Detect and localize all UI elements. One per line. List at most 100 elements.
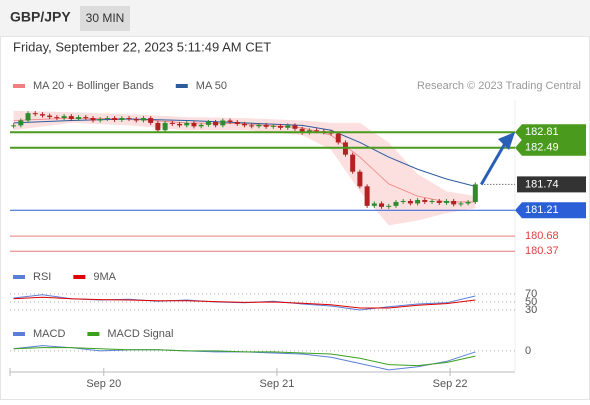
candle <box>61 116 67 119</box>
candle <box>184 122 190 126</box>
price-label: 180.68 <box>525 230 559 242</box>
candle <box>18 120 24 126</box>
candle <box>299 128 305 133</box>
candle <box>241 123 247 126</box>
price-box <box>515 202 586 219</box>
indicator-line <box>13 347 476 367</box>
candle <box>162 122 168 131</box>
legend-swatch <box>13 332 25 336</box>
candle <box>148 118 154 123</box>
candle <box>90 118 96 121</box>
candle <box>371 203 377 206</box>
candle <box>126 118 132 120</box>
candle <box>407 200 413 204</box>
candle <box>415 200 421 204</box>
price-box <box>515 124 586 141</box>
candle <box>278 125 284 128</box>
candle <box>379 203 385 207</box>
candle <box>11 125 17 127</box>
interval-tab[interactable] <box>80 6 130 31</box>
date: Friday, September 22, 2023 5:11:49 AM CE… <box>13 39 271 54</box>
candle <box>249 125 255 127</box>
candle <box>400 200 406 202</box>
candle <box>104 118 110 120</box>
x-tick-label: Sep 20 <box>86 378 121 390</box>
arrow-head <box>498 132 515 150</box>
candle <box>263 124 269 127</box>
candle <box>25 113 31 121</box>
candle <box>472 184 478 202</box>
candle <box>443 200 449 203</box>
legend-swatch <box>13 84 25 88</box>
x-tick-label: Sep 22 <box>433 378 468 390</box>
y-tick-label: 0 <box>525 345 531 357</box>
candle <box>47 115 53 118</box>
candle <box>119 118 125 120</box>
legend-swatch <box>13 275 25 279</box>
candle <box>205 121 211 125</box>
bollinger-band <box>13 110 476 226</box>
candle <box>191 122 197 127</box>
y-tick-label: 70 <box>525 288 537 300</box>
candle <box>198 124 204 127</box>
candle <box>68 116 74 120</box>
candle <box>386 205 392 207</box>
candle <box>364 186 370 206</box>
candle <box>54 117 60 119</box>
candle <box>227 120 233 122</box>
legend-label: MA 50 <box>196 80 227 92</box>
candle <box>140 118 146 121</box>
legend-swatch <box>87 332 100 336</box>
legend-label: MACD <box>33 328 65 340</box>
candle <box>458 203 464 205</box>
interval[interactable]: 30 MIN <box>86 11 125 25</box>
legend-label: 9MA <box>93 271 116 283</box>
candle <box>220 120 226 126</box>
indicator-line <box>13 296 476 309</box>
price-box <box>517 176 586 193</box>
candle <box>422 200 428 202</box>
candle <box>169 122 175 124</box>
forecast-arrow <box>480 139 509 186</box>
candle <box>83 117 89 119</box>
price-label: 182.49 <box>525 142 559 154</box>
candle <box>76 117 82 120</box>
legend-swatch <box>175 84 188 88</box>
legend-label: RSI <box>33 271 51 283</box>
candle <box>357 171 363 187</box>
candle <box>314 130 320 132</box>
legend-label: MACD Signal <box>107 328 173 340</box>
candle <box>285 125 291 128</box>
candle <box>97 119 103 121</box>
price-box <box>515 139 586 156</box>
candle <box>270 125 276 127</box>
y-tick-label: 30 <box>525 304 537 316</box>
legend-swatch <box>73 275 86 279</box>
candle <box>350 154 356 172</box>
candle <box>292 125 298 129</box>
y-tick-label: 50 <box>525 296 537 308</box>
candle <box>39 114 45 116</box>
candle <box>465 201 471 204</box>
price-label: 182.81 <box>525 126 559 138</box>
candle <box>32 113 38 115</box>
legend-label: MA 20 + Bollinger Bands <box>33 80 154 92</box>
candle <box>436 200 442 203</box>
price-label: 180.37 <box>525 245 559 257</box>
candle <box>234 121 240 124</box>
candle <box>256 124 262 127</box>
candle <box>133 119 139 121</box>
candle <box>177 123 183 126</box>
indicator-line <box>13 345 476 371</box>
candle <box>112 118 118 120</box>
candle <box>393 201 399 206</box>
price-label: 181.21 <box>525 204 559 216</box>
candle <box>429 200 435 202</box>
candle <box>213 121 219 126</box>
symbol: GBP/JPY <box>10 9 71 25</box>
x-tick-label: Sep 21 <box>259 378 294 390</box>
candle <box>155 122 161 131</box>
price-label: 181.74 <box>525 178 559 190</box>
candle <box>451 200 457 205</box>
